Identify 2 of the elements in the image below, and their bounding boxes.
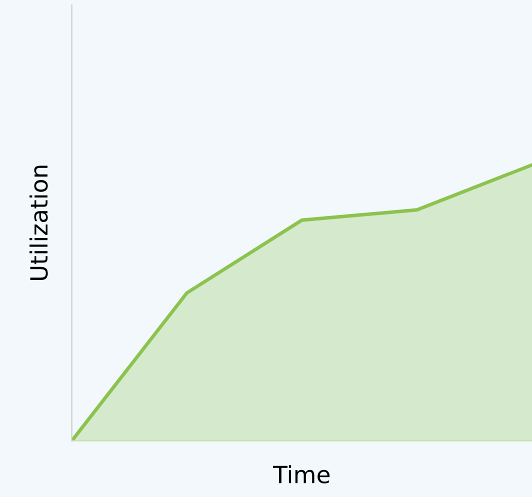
x-axis-title: Time — [272, 465, 330, 484]
y-axis-title: Utilization — [30, 166, 48, 280]
